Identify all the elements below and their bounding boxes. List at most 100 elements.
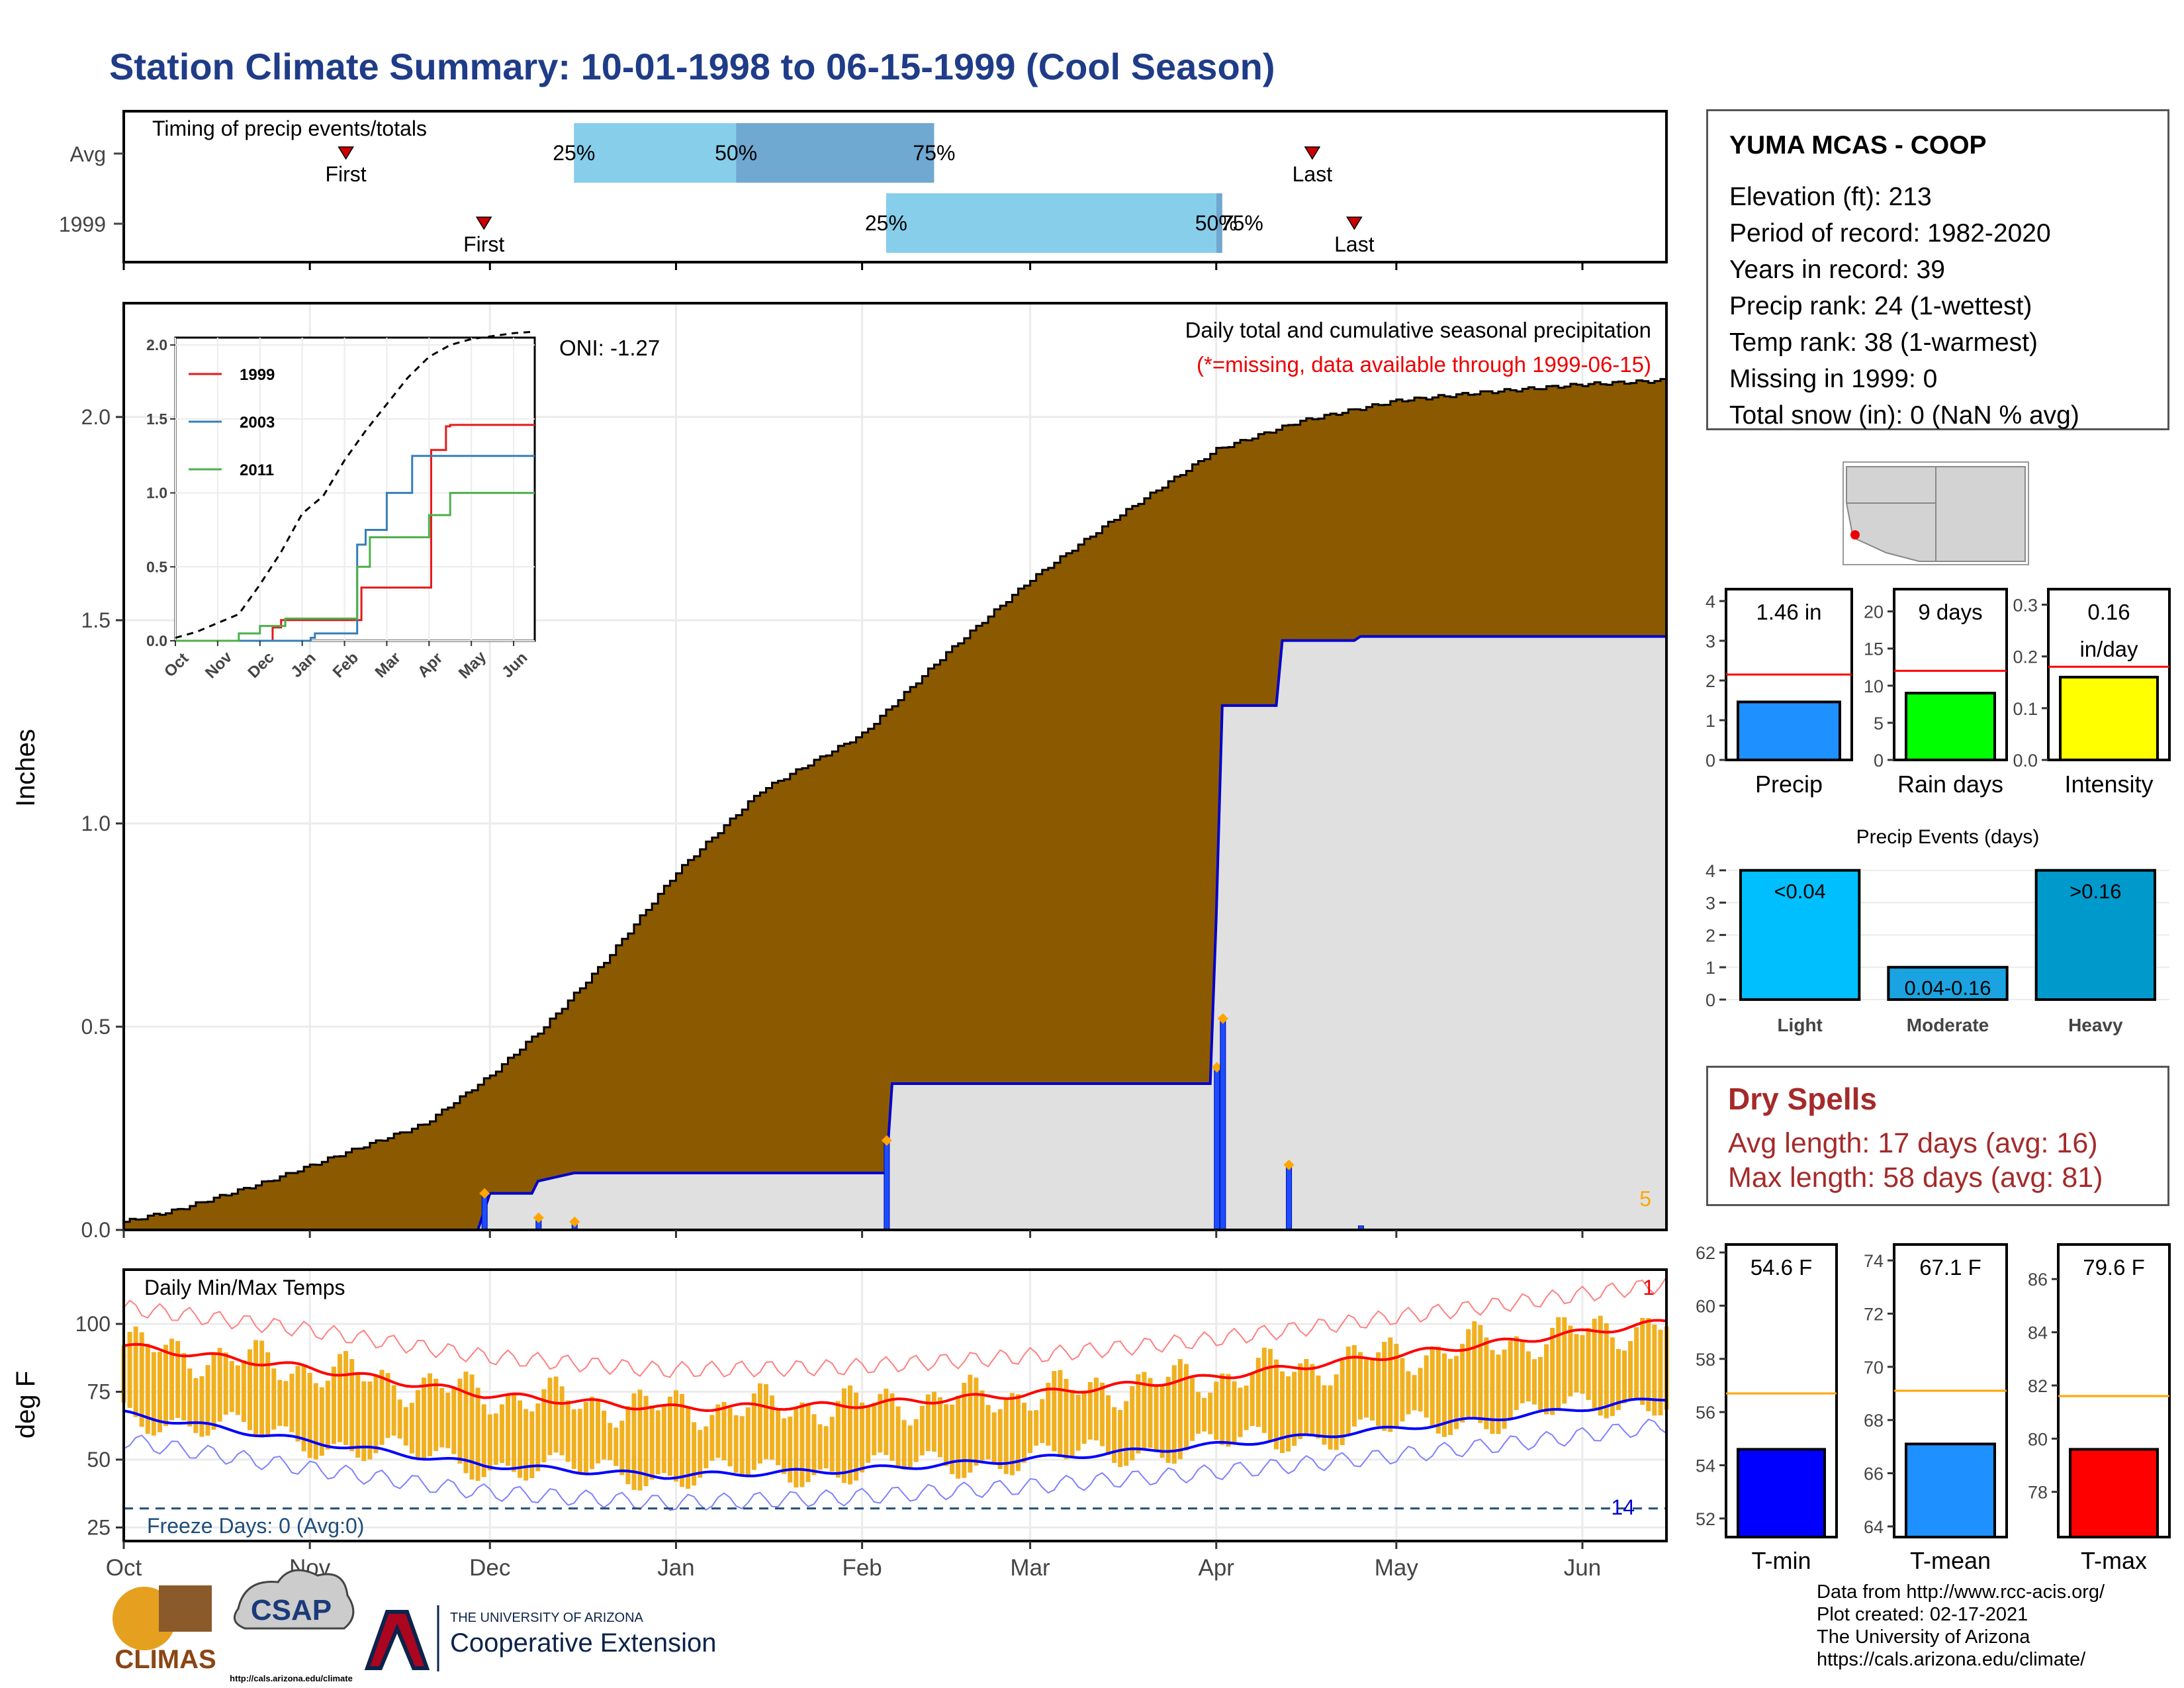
timing-title: Timing of precip events/totals <box>152 117 427 140</box>
temp-daily-bar <box>1165 1376 1171 1463</box>
tmax-y-tick-label: 78 <box>2028 1483 2048 1503</box>
tmin-category-label: T-min <box>1752 1547 1811 1574</box>
temp-daily-bar <box>1562 1317 1567 1404</box>
temp-daily-bar <box>1226 1374 1231 1447</box>
temp-daily-bar <box>283 1381 289 1427</box>
temp-daily-bar <box>1009 1393 1015 1476</box>
tmean-bar <box>1905 1442 1996 1538</box>
precip-events-chart: Precip Events (days) 0 1 2 3 4 <0.04 Light 0.04-… <box>1706 826 2169 1035</box>
temp-daily-bar <box>1196 1391 1201 1434</box>
temp-daily-bar <box>1286 1376 1291 1452</box>
temp-daily-bar <box>1015 1394 1021 1472</box>
temp-daily-bar <box>1550 1327 1555 1415</box>
temp-daily-bar <box>145 1343 150 1434</box>
temp-daily-bar <box>1447 1358 1453 1435</box>
temp-daily-bar <box>1183 1364 1189 1451</box>
events-bar-label: 0.04-0.16 <box>1905 976 1991 1000</box>
summary-bar-charts: 0 1 2 3 4 1.46 in Precip 0 5 10 15 20 9 days Rain day… <box>1706 588 2171 798</box>
temp-daily-bar <box>931 1391 936 1452</box>
inset-y-tick-label: 1.0 <box>146 485 167 502</box>
events-bar-label: <0.04 <box>1774 880 1825 903</box>
temperature-summary-charts: 52 54 56 58 60 62 54.6 F T-min 64 66 68 70 72 74 67.1 … <box>1696 1243 2171 1574</box>
temp-daily-bar <box>878 1393 883 1453</box>
temp-daily-bar <box>331 1366 336 1444</box>
tmean-y-tick-label: 66 <box>1864 1464 1884 1484</box>
temp-daily-bar <box>673 1390 678 1482</box>
events-bar <box>1887 966 2009 1001</box>
temp-y-tick-label: 50 <box>87 1448 111 1472</box>
temp-daily-bar <box>944 1404 949 1466</box>
temp-daily-bar <box>428 1373 433 1456</box>
temp-daily-bar <box>1592 1319 1597 1409</box>
temp-daily-bar <box>1208 1392 1213 1434</box>
temp-daily-bar <box>1478 1325 1483 1423</box>
station-info-line: Temp rank: 38 (1-warmest) <box>1729 328 2038 357</box>
temp-daily-bar <box>163 1344 168 1427</box>
inset-y-tick-label: 1.5 <box>146 410 167 428</box>
temp-daily-bar <box>271 1368 277 1430</box>
temp-background <box>124 1270 1666 1541</box>
temp-daily-bar <box>241 1360 246 1423</box>
temp-daily-bar <box>614 1427 619 1466</box>
temp-daily-bar <box>835 1401 841 1478</box>
daily-precip-point <box>881 1135 892 1146</box>
temp-daily-bar <box>913 1419 919 1462</box>
timing-last-marker <box>1346 216 1363 230</box>
temp-daily-bar <box>938 1397 943 1458</box>
temp-daily-bar <box>133 1326 138 1417</box>
tmax-y-tick-label: 82 <box>2028 1376 2048 1396</box>
timing-pct-label: 25% <box>553 141 595 165</box>
summary-precip-y-tick-label: 0 <box>1706 751 1715 771</box>
summary-precip-bar <box>1737 700 1841 762</box>
daily-precip-point <box>533 1212 544 1223</box>
temp-daily-bar <box>493 1413 498 1465</box>
events-y-tick-label: 4 <box>1706 861 1715 881</box>
summary-precip-category-label: Precip <box>1755 771 1823 798</box>
daily-precip-point <box>1211 1062 1222 1073</box>
temp-daily-bar <box>151 1352 156 1436</box>
dry-spells-avg: Avg length: 17 days (avg: 16) <box>1728 1127 2098 1159</box>
events-y-tick-label: 3 <box>1706 894 1715 914</box>
timing-first-marker <box>338 146 354 160</box>
temp-daily-bar <box>860 1402 865 1473</box>
temp-daily-bar <box>704 1426 709 1469</box>
temp-daily-bar <box>817 1424 823 1470</box>
y-axis-label: Inches <box>11 729 40 807</box>
summary-intensity-value-label: 0.16 <box>2087 600 2130 624</box>
temp-daily-bar <box>289 1374 295 1432</box>
tmax-y-tick-label: 80 <box>2028 1429 2048 1449</box>
temp-daily-bar <box>1261 1347 1267 1433</box>
temp-daily-bar <box>1316 1375 1321 1439</box>
temp-daily-bar <box>721 1401 727 1461</box>
daily-precip-point <box>1283 1159 1295 1170</box>
temp-daily-bar <box>1202 1397 1207 1432</box>
timing-last-label: Last <box>1334 232 1375 256</box>
events-y-tick-label: 1 <box>1706 958 1715 978</box>
tmin-bar <box>1737 1448 1826 1538</box>
tmin-y-tick-label: 60 <box>1696 1296 1715 1316</box>
ua-logo-top-text: THE UNIVERSITY OF ARIZONA <box>450 1611 644 1625</box>
inset-series-1999 <box>175 424 535 642</box>
temp-daily-bar <box>805 1404 811 1482</box>
tmin-y-tick-label: 58 <box>1696 1350 1715 1370</box>
station-info-line: Precip rank: 24 (1-wettest) <box>1729 292 2032 320</box>
temp-daily-bar <box>433 1378 439 1451</box>
summary-precip-y-tick-label: 3 <box>1706 632 1715 651</box>
tmax-value-label: 79.6 F <box>2083 1255 2145 1280</box>
temp-daily-bar <box>776 1409 781 1466</box>
temp-daily-bar <box>1118 1409 1123 1468</box>
summary-intensity-value-label2: in/day <box>2079 637 2138 661</box>
temp-daily-bar <box>1363 1359 1369 1418</box>
temp-daily-bar <box>1454 1356 1459 1429</box>
temp-daily-bar <box>1580 1335 1585 1394</box>
temp-daily-bar <box>1105 1395 1111 1455</box>
tmin-y-tick-label: 62 <box>1696 1243 1715 1263</box>
temp-daily-bar <box>457 1378 463 1464</box>
temp-daily-bar <box>1351 1345 1357 1427</box>
temp-daily-bar <box>445 1392 451 1448</box>
temp-daily-bar <box>211 1352 216 1430</box>
timing-row-label: Avg <box>69 142 106 166</box>
temp-daily-bar <box>1514 1336 1519 1411</box>
temp-daily-bar <box>1658 1329 1663 1416</box>
temp-daily-bar <box>1328 1385 1333 1450</box>
